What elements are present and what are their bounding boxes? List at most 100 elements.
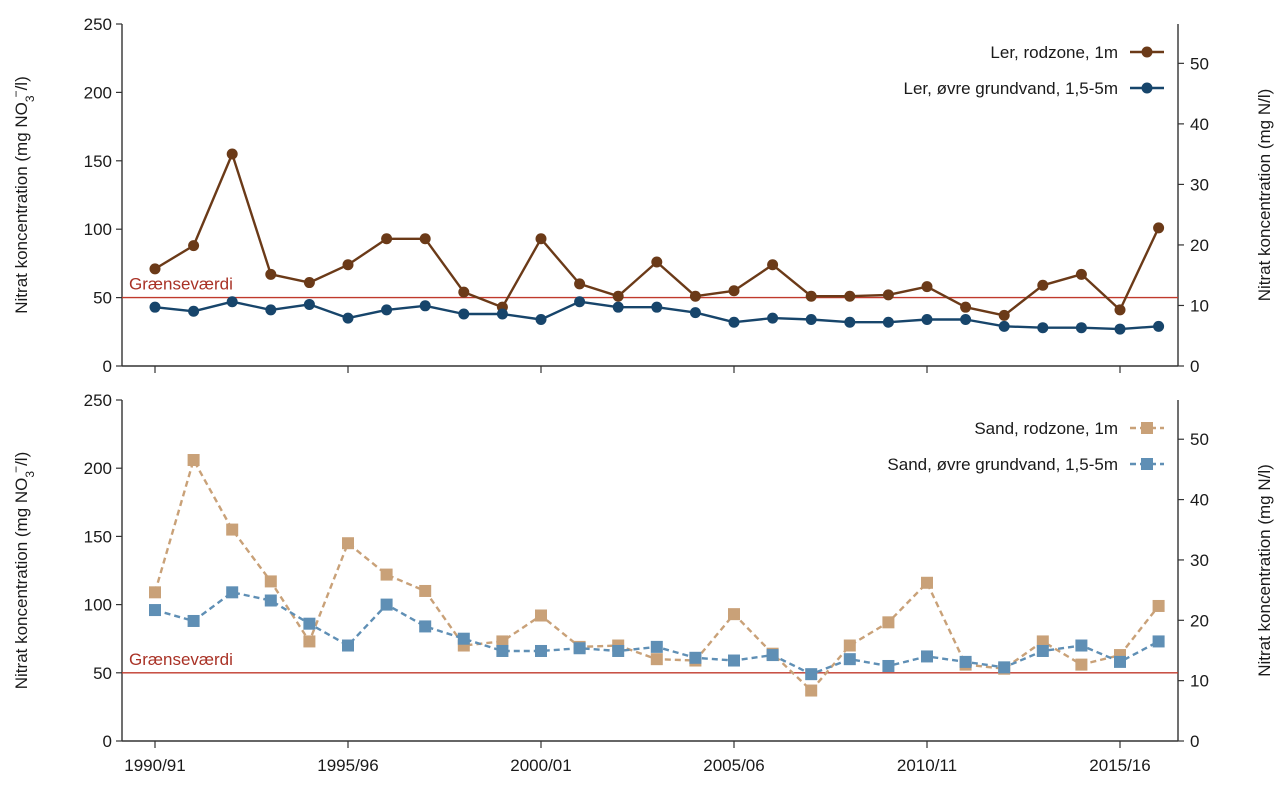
x-tick-label: 2015/16 <box>1089 756 1150 775</box>
data-point <box>1153 222 1165 234</box>
data-point <box>960 313 972 325</box>
legend-label: Ler, rodzone, 1m <box>990 43 1118 62</box>
data-point <box>303 277 315 289</box>
data-point <box>574 296 586 308</box>
y-left-tick-label: 150 <box>84 527 112 546</box>
data-point <box>457 632 470 645</box>
data-point <box>728 654 740 667</box>
y-left-tick-label: 250 <box>84 15 112 34</box>
panel-top: 0 50 100 150 200 250 0 10 20 30 40 50 Nitrat koncent… <box>9 15 1274 376</box>
data-point <box>921 650 933 663</box>
y-right-tick-label: 10 <box>1190 672 1209 691</box>
data-point <box>650 640 663 653</box>
y-right-tick-label: 40 <box>1190 491 1209 510</box>
data-point <box>689 651 702 664</box>
data-point <box>882 616 895 629</box>
data-point <box>535 313 547 325</box>
data-point <box>149 604 161 617</box>
data-point <box>1036 635 1049 648</box>
data-point <box>342 312 354 324</box>
legend-marker <box>1141 82 1153 94</box>
data-point <box>921 281 933 293</box>
y-right-tick-label: 50 <box>1190 54 1209 73</box>
data-point <box>767 312 779 324</box>
data-point <box>959 655 972 668</box>
legend-label: Ler, øvre grundvand, 1,5-5m <box>903 79 1118 98</box>
panel-bottom: 0 50 100 150 200 250 0 10 20 30 40 50 1990/91 1995/96… <box>9 391 1274 775</box>
data-point <box>1037 322 1049 334</box>
data-point <box>1152 599 1165 612</box>
data-point <box>612 644 625 657</box>
data-point <box>149 586 161 599</box>
data-point <box>419 584 432 597</box>
data-point <box>1153 320 1165 332</box>
legend-marker <box>1141 46 1153 58</box>
data-point <box>264 594 277 607</box>
data-point <box>650 653 663 666</box>
data-point <box>1037 279 1049 291</box>
legend-marker <box>1141 422 1153 434</box>
series-line <box>154 152 1160 317</box>
data-point <box>651 256 663 268</box>
data-point <box>226 148 238 160</box>
data-point <box>187 614 200 627</box>
data-point <box>496 308 508 320</box>
data-point <box>612 301 624 313</box>
x-tick-label: 2010/11 <box>897 756 957 775</box>
limit-label: Grænseværdi <box>129 650 233 669</box>
y-right-tick-label: 30 <box>1190 551 1209 570</box>
data-point <box>882 289 894 301</box>
data-point <box>1114 304 1126 316</box>
y-right-tick-label: 20 <box>1190 236 1209 255</box>
data-point <box>844 316 856 328</box>
data-point <box>728 316 740 328</box>
y-right-tick-label: 10 <box>1190 296 1209 315</box>
data-point <box>303 635 316 648</box>
x-tick-label: 1995/96 <box>317 756 378 775</box>
y-right-tick-label: 50 <box>1190 430 1209 449</box>
data-point <box>535 644 547 657</box>
data-point <box>188 305 200 317</box>
data-point <box>381 304 393 316</box>
y-left-tick-label: 200 <box>84 83 112 102</box>
data-point <box>921 576 933 589</box>
data-point <box>612 290 624 302</box>
data-point <box>188 240 200 252</box>
data-point <box>458 286 470 298</box>
data-point <box>458 308 470 320</box>
y-left-tick-label: 0 <box>103 357 112 376</box>
data-point <box>187 454 200 467</box>
y-left-tick-label: 100 <box>84 596 112 615</box>
data-point <box>573 642 586 655</box>
data-point <box>535 609 547 622</box>
y-right-tick-label: 0 <box>1190 732 1199 751</box>
data-point <box>921 313 933 325</box>
data-point <box>303 617 316 630</box>
data-point <box>574 278 586 290</box>
limit-label: Grænseværdi <box>129 275 233 294</box>
data-point <box>265 304 277 316</box>
data-point <box>1075 658 1088 671</box>
y-right-tick-label: 30 <box>1190 175 1209 194</box>
data-point <box>998 309 1010 321</box>
data-point <box>843 653 856 666</box>
data-point <box>766 649 779 662</box>
data-point <box>651 301 663 313</box>
data-point <box>805 684 818 697</box>
y-left-tick-label: 50 <box>93 664 112 683</box>
x-tick-label: 1990/91 <box>124 756 185 775</box>
data-point <box>689 307 701 319</box>
data-point <box>998 661 1011 674</box>
y-right-tick-label: 40 <box>1190 115 1209 134</box>
y-right-tick-label: 0 <box>1190 357 1199 376</box>
data-point <box>149 263 161 275</box>
y-left-axis-title: Nitrat koncentration (mg NO3−/l) <box>9 452 37 690</box>
y-right-axis-title: Nitrat koncentration (mg N/l) <box>1255 464 1274 677</box>
y-left-axis-title: Nitrat koncentration (mg NO3−/l) <box>9 76 37 314</box>
y-left-tick-label: 200 <box>84 459 112 478</box>
y-left-tick-label: 250 <box>84 391 112 410</box>
data-point <box>1075 639 1088 652</box>
data-point <box>342 259 354 271</box>
data-point <box>805 668 818 681</box>
legend-marker <box>1141 458 1153 470</box>
